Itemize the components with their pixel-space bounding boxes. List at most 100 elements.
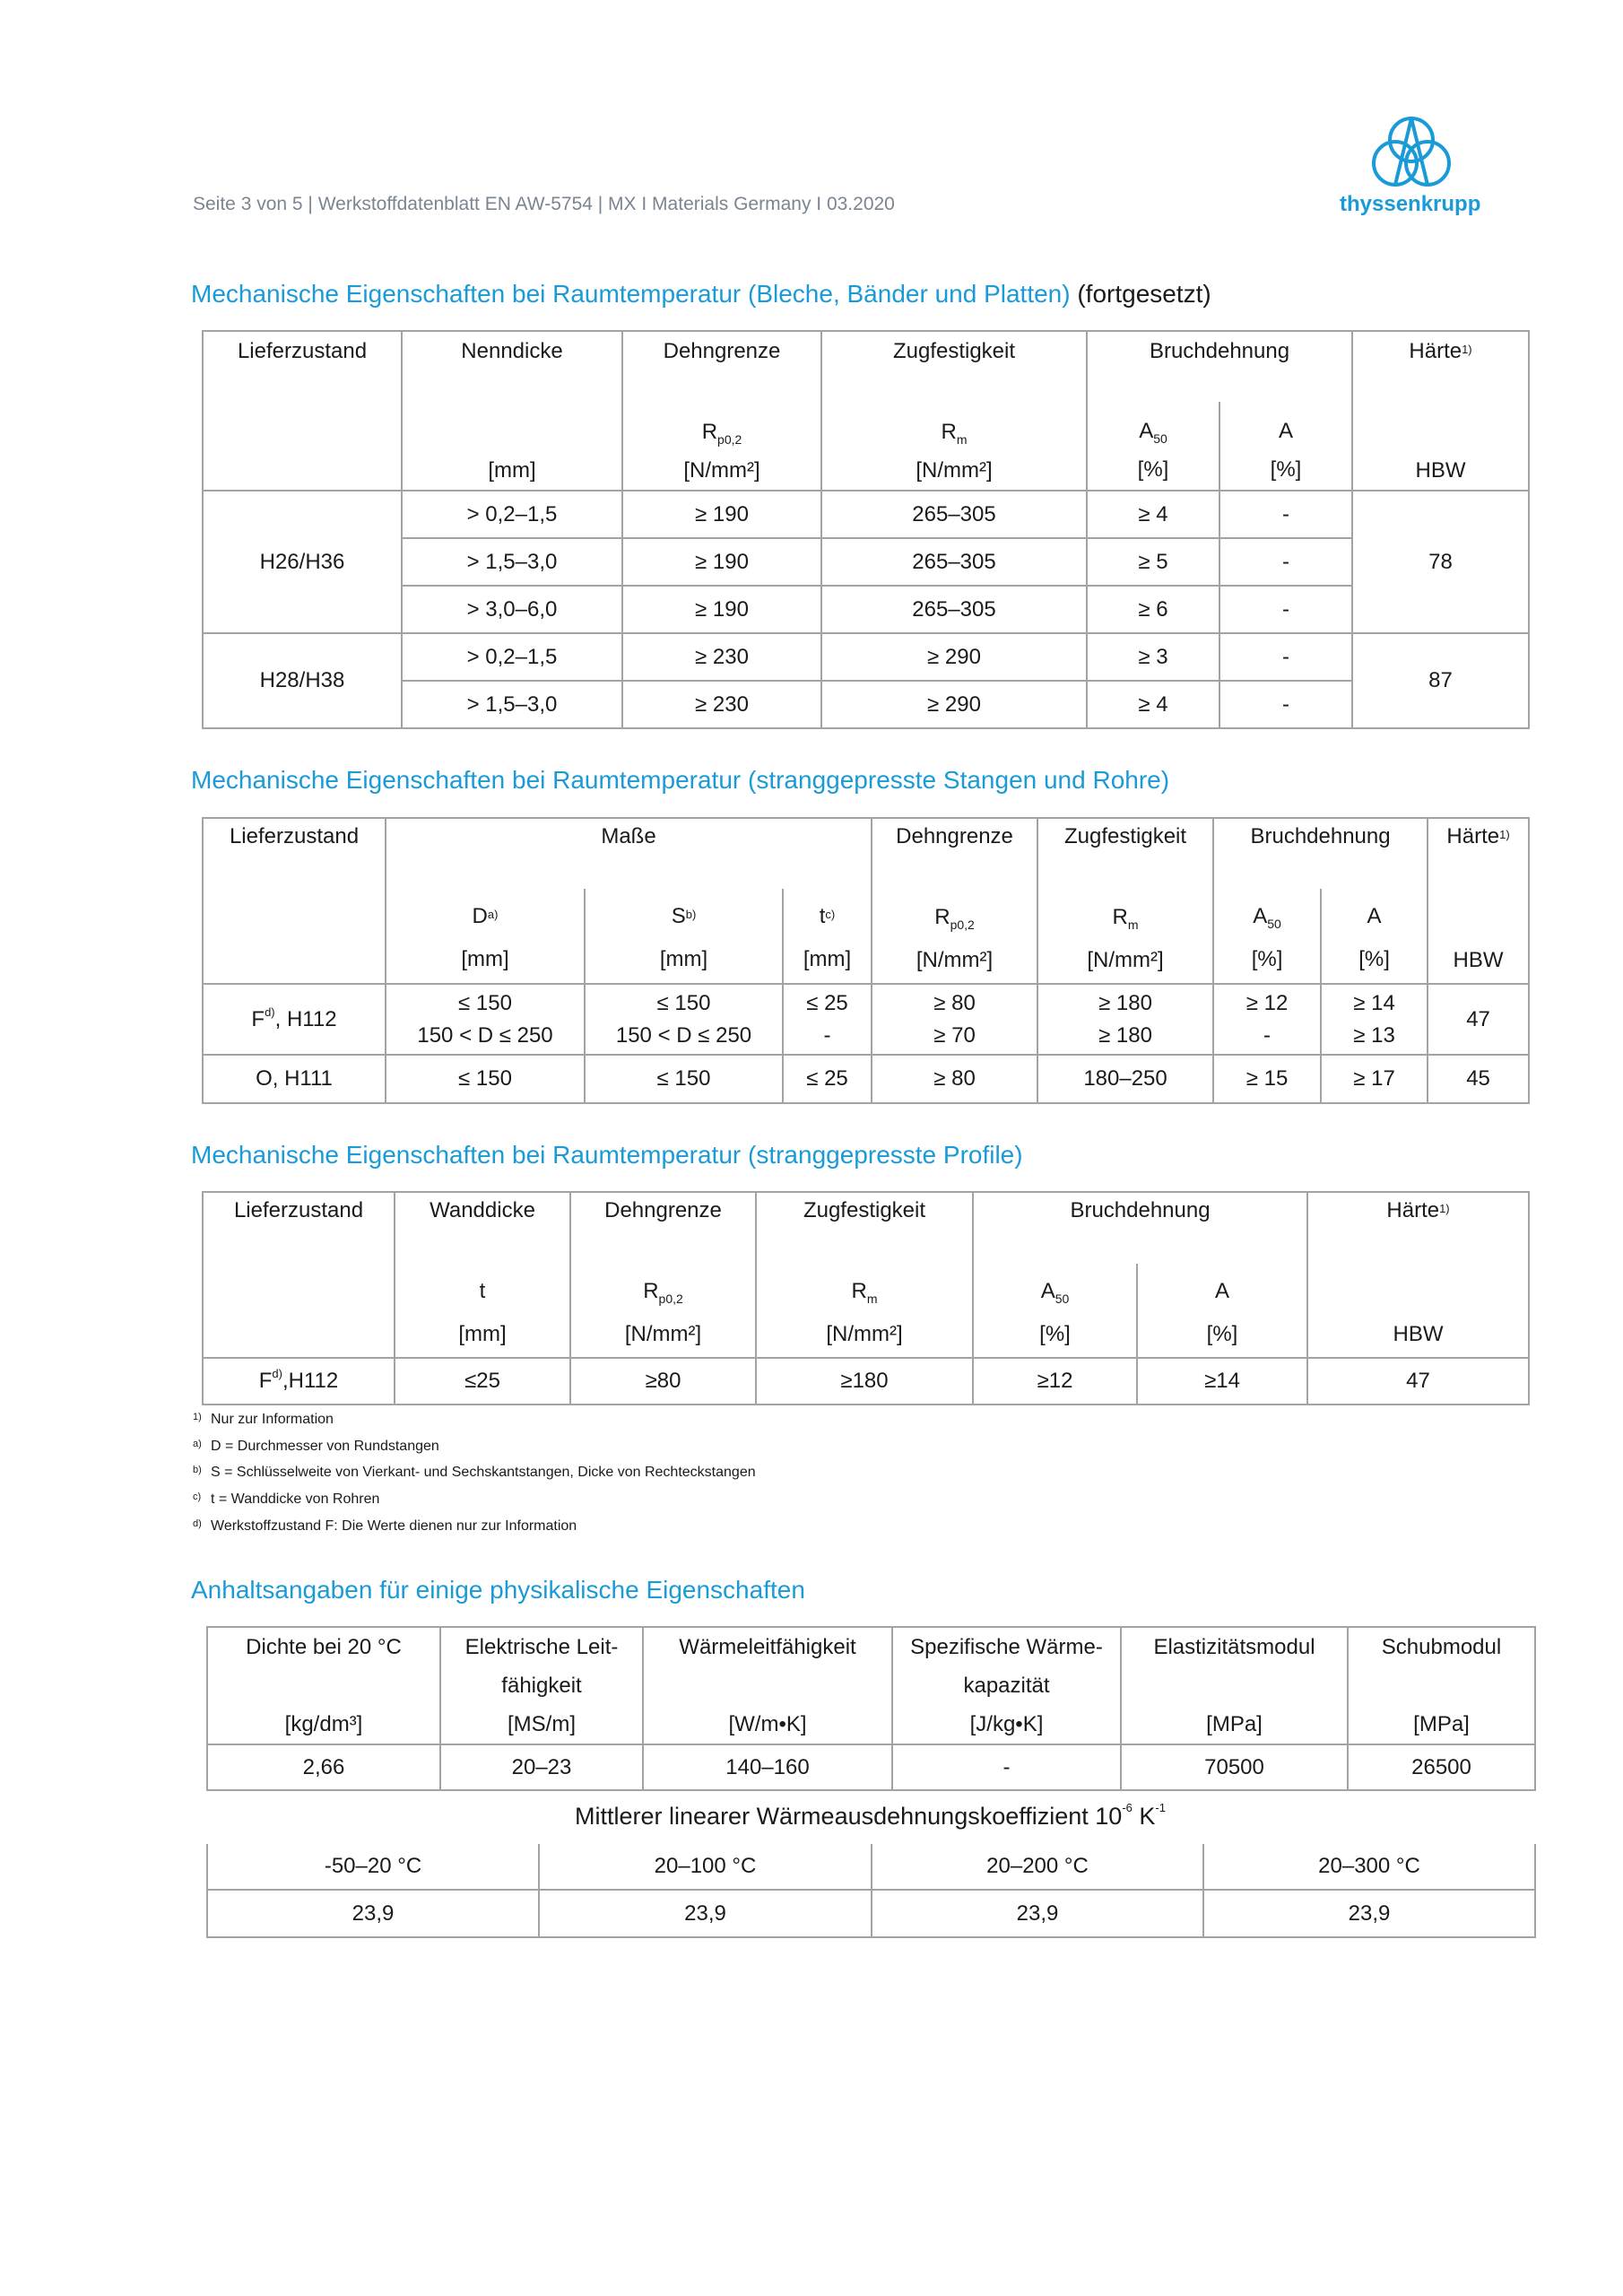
expansion-caption: Mittlerer linearer Wärmeausdehnungskoeff… (575, 1801, 1166, 1830)
table-row: H28/H38 > 0,2–1,5 ≥ 230 ≥ 290 ≥ 3 - 87 (202, 632, 1531, 729)
cell-value: 23,9 (1202, 1889, 1536, 1938)
cell-hbw: 78 (1351, 490, 1531, 634)
header-d: Da) [mm] (385, 889, 586, 985)
header-masse: Maße (384, 816, 873, 890)
header-t: tc) [mm] (781, 889, 873, 985)
cell-value: 140–160 (642, 1744, 893, 1791)
header-range: 20–100 °C (538, 1844, 872, 1891)
cell-zustand: H26/H36 (202, 490, 403, 634)
table-bleche: Lieferzustand Nenndicke [mm] Dehngrenze Rp… (202, 329, 1531, 729)
header-bruchdehnung: Bruchdehnung (1085, 329, 1354, 403)
cell-s: ≤ 150 150 < D ≤ 250 (584, 983, 784, 1056)
table-row: H26/H36 > 0,2–1,5 ≥ 190 265–305 ≥ 4 - 78 (202, 490, 1531, 634)
cell-value: 26500 (1347, 1744, 1536, 1791)
table-waermeausdehnung: -50–20 °C 20–100 °C 20–200 °C 20–300 °C … (206, 1844, 1536, 1938)
table-row: 23,9 23,9 23,9 23,9 (206, 1889, 1536, 1938)
table-row: > 1,5–3,0 ≥ 230 ≥ 290 ≥ 4 - (203, 680, 1529, 729)
header-lieferzustand: Lieferzustand (202, 817, 386, 985)
section-title-suffix: (fortgesetzt) (1077, 280, 1211, 308)
header-range: 20–300 °C (1202, 1844, 1536, 1891)
cell-rp: ≥ 80 ≥ 70 (871, 983, 1039, 1056)
footnote: a) D = Durchmesser von Rundstangen (193, 1439, 439, 1454)
cell-zustand: O, H111 (202, 1054, 386, 1104)
header-dichte: Dichte bei 20 °C [kg/dm³] (206, 1626, 441, 1745)
cell-a: - (1218, 585, 1354, 634)
cell-rp: ≥80 (569, 1357, 757, 1405)
header-schubmodul: Schubmodul [MPa] (1347, 1626, 1536, 1745)
cell-nenndicke: > 1,5–3,0 (401, 537, 623, 587)
header-haerte: Härte1) HBW (1351, 330, 1531, 491)
cell-a50: ≥12 (972, 1357, 1138, 1405)
footnote: d) Werkstoffzustand F: Die Werte dienen n… (193, 1518, 577, 1534)
cell-a50: ≥ 4 (1086, 490, 1220, 539)
header-dehngrenze: Dehngrenze Rp0,2 [N/mm²] (621, 330, 822, 491)
header-a50: A50 [%] (1086, 402, 1220, 491)
cell-t: ≤ 25 (781, 1054, 873, 1104)
cell-rm: ≥ 180 ≥ 180 (1037, 983, 1215, 1056)
header-s: Sb) [mm] (584, 889, 784, 985)
header-wanddicke: Wanddicke t [mm] (394, 1191, 571, 1359)
cell-rm: 180–250 (1037, 1054, 1215, 1104)
cell-rm: 265–305 (820, 537, 1088, 587)
table-row: Fd), H112 ≤ 150 150 < D ≤ 250 ≤ 150 150 < … (202, 983, 1531, 1056)
cell-a: ≥14 (1135, 1357, 1309, 1405)
cell-rm: ≥ 290 (820, 680, 1088, 729)
footnote: 1) Nur zur Information (193, 1412, 334, 1427)
cell-rp: ≥ 190 (621, 537, 822, 587)
header-a50: A50 [%] (1212, 889, 1323, 985)
cell-zustand: Fd),H112 (202, 1357, 395, 1405)
cell-d: ≤ 150 150 < D ≤ 250 (385, 983, 586, 1056)
cell-rm: ≥180 (755, 1357, 974, 1405)
cell-hbw: 87 (1351, 632, 1531, 729)
cell-rp: ≥ 190 (621, 490, 822, 539)
header-zugfestigkeit: Zugfestigkeit Rm [N/mm²] (820, 330, 1088, 491)
header-waermekapazitaet: Spezifische Wärme-kapazität [J/kg•K] (891, 1626, 1122, 1745)
header-haerte: Härte1) HBW (1306, 1191, 1531, 1359)
cell-hbw: 47 (1306, 1357, 1531, 1405)
cell-d: ≤ 150 (385, 1054, 586, 1104)
header-range: -50–20 °C (206, 1844, 540, 1891)
header-nenndicke: Nenndicke [mm] (401, 330, 623, 491)
thyssenkrupp-logo-icon (1372, 117, 1451, 187)
table-physikalische-eigenschaften: Dichte bei 20 °C [kg/dm³] Elektrische Lei… (206, 1626, 1536, 1791)
table-stangen-rohre: Lieferzustand Maße Dehngrenze Rp0,2 [N/mm²… (202, 816, 1531, 1104)
header-zugfestigkeit: Zugfestigkeit Rm [N/mm²] (755, 1191, 974, 1359)
cell-a50: ≥ 6 (1086, 585, 1220, 634)
header-a: A [%] (1135, 1264, 1309, 1359)
cell-rm: 265–305 (820, 585, 1088, 634)
header-dehngrenze: Dehngrenze Rp0,2 [N/mm²] (569, 1191, 757, 1359)
cell-value: 20–23 (439, 1744, 644, 1791)
section-title-stangen: Mechanische Eigenschaften bei Raumtemper… (191, 766, 1170, 794)
table-row: 2,66 20–23 140–160 - 70500 26500 (206, 1744, 1536, 1791)
section-title-physikalisch: Anhaltsangaben für einige physikalische … (191, 1576, 805, 1604)
logo-text: thyssenkrupp (1340, 192, 1481, 216)
header-a50: A50 [%] (972, 1264, 1138, 1359)
table-row: > 3,0–6,0 ≥ 190 265–305 ≥ 6 - (203, 585, 1529, 634)
cell-rp: ≥ 230 (621, 632, 822, 682)
cell-a: - (1218, 632, 1354, 682)
cell-a50: ≥ 4 (1086, 680, 1220, 729)
cell-rp: ≥ 230 (621, 680, 822, 729)
cell-hbw: 45 (1427, 1054, 1531, 1104)
header-zugfestigkeit: Zugfestigkeit Rm [N/mm²] (1037, 817, 1215, 985)
cell-zustand: H28/H38 (202, 632, 403, 729)
cell-value: - (891, 1744, 1122, 1791)
cell-a50: ≥ 15 (1212, 1054, 1323, 1104)
header-bruchdehnung: Bruchdehnung (971, 1191, 1309, 1264)
header-lieferzustand: Lieferzustand (202, 330, 403, 491)
cell-t: ≤25 (394, 1357, 571, 1405)
cell-value: 2,66 (206, 1744, 441, 1791)
header-a: A [%] (1218, 402, 1354, 491)
header-waermeleitfaehigkeit: Wärmeleitfähigkeit [W/m•K] (642, 1626, 893, 1745)
cell-hbw: 47 (1427, 983, 1531, 1056)
header-a: A [%] (1320, 889, 1429, 985)
cell-rm: 265–305 (820, 490, 1088, 539)
section-title-bleche: Mechanische Eigenschaften bei Raumtemper… (191, 280, 1211, 309)
cell-nenndicke: > 3,0–6,0 (401, 585, 623, 634)
cell-a50: ≥ 12- (1212, 983, 1323, 1056)
cell-a: - (1218, 537, 1354, 587)
header-leitfaehigkeit: Elektrische Leit-fähigkeit [MS/m] (439, 1626, 644, 1745)
cell-t: ≤ 25- (781, 983, 873, 1056)
footnote: c) t = Wanddicke von Rohren (193, 1492, 380, 1507)
cell-s: ≤ 150 (584, 1054, 784, 1104)
